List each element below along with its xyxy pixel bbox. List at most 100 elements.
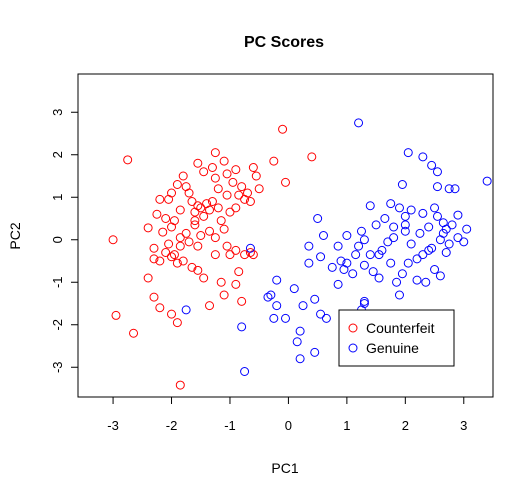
point-counterfeit: [172, 318, 182, 328]
point-genuine: [354, 241, 364, 251]
point-counterfeit: [193, 241, 203, 251]
point-counterfeit: [254, 184, 264, 194]
point-counterfeit: [237, 182, 247, 192]
y-tick-label: 0: [50, 236, 65, 243]
legend-label-genuine: Genuine: [366, 340, 419, 356]
point-genuine: [289, 284, 299, 294]
series-genuine: [181, 118, 492, 376]
point-genuine: [313, 214, 323, 223]
point-genuine: [441, 248, 451, 257]
point-counterfeit: [111, 310, 121, 320]
point-counterfeit: [231, 279, 241, 289]
point-genuine: [482, 176, 492, 186]
point-counterfeit: [219, 224, 229, 234]
point-genuine: [181, 305, 191, 315]
point-genuine: [240, 367, 250, 376]
point-counterfeit: [240, 250, 250, 260]
point-genuine: [394, 203, 404, 213]
point-counterfeit: [155, 303, 165, 313]
point-counterfeit: [222, 190, 232, 200]
legend-box: [338, 309, 455, 367]
point-counterfeit: [307, 152, 317, 162]
point-genuine: [269, 313, 279, 323]
point-genuine: [406, 205, 416, 215]
point-counterfeit: [231, 165, 241, 175]
point-counterfeit: [175, 241, 185, 251]
point-genuine: [444, 239, 454, 249]
point-counterfeit: [210, 233, 220, 243]
point-genuine: [403, 148, 413, 158]
x-tick-label: 0: [285, 418, 292, 433]
point-genuine: [351, 250, 361, 260]
point-counterfeit: [213, 184, 223, 194]
point-genuine: [327, 262, 337, 272]
point-genuine: [412, 275, 422, 285]
point-counterfeit: [155, 194, 165, 204]
point-counterfeit: [222, 241, 232, 251]
point-counterfeit: [237, 296, 247, 306]
point-genuine: [237, 322, 247, 332]
point-genuine: [359, 235, 369, 245]
point-counterfeit: [178, 256, 188, 266]
point-genuine: [386, 258, 396, 268]
point-counterfeit: [129, 328, 139, 338]
point-genuine: [389, 233, 399, 243]
point-counterfeit: [216, 277, 226, 287]
point-genuine: [435, 271, 445, 281]
point-counterfeit: [205, 226, 215, 236]
point-genuine: [415, 228, 425, 238]
x-axis: -3 -2 -1 0 1 2 3: [107, 396, 467, 433]
points-layer: [108, 118, 492, 390]
point-genuine: [392, 277, 402, 287]
x-tick-label: -2: [166, 418, 178, 433]
point-genuine: [266, 290, 276, 300]
point-counterfeit: [234, 190, 244, 200]
point-counterfeit: [149, 254, 159, 264]
point-counterfeit: [228, 177, 238, 187]
point-counterfeit: [207, 197, 217, 206]
point-genuine: [292, 337, 302, 347]
point-genuine: [403, 258, 413, 268]
point-genuine: [295, 354, 305, 364]
point-genuine: [450, 184, 460, 194]
point-genuine: [386, 199, 396, 209]
point-counterfeit: [245, 197, 255, 206]
point-genuine: [453, 233, 463, 243]
point-counterfeit: [210, 173, 220, 183]
y-axis-label: PC2: [7, 222, 23, 249]
point-genuine: [400, 220, 410, 230]
point-genuine: [263, 292, 273, 302]
point-counterfeit: [158, 227, 168, 237]
point-counterfeit: [172, 258, 182, 268]
point-counterfeit: [187, 197, 197, 206]
point-genuine: [444, 184, 454, 194]
point-genuine: [377, 245, 387, 255]
point-genuine: [321, 313, 331, 323]
point-genuine: [356, 226, 366, 236]
point-genuine: [418, 208, 428, 218]
point-genuine: [310, 294, 320, 304]
y-axis: -3 -2 -1 0 1 2 3: [50, 109, 79, 373]
point-genuine: [424, 222, 434, 232]
point-counterfeit: [281, 177, 290, 187]
point-counterfeit: [149, 243, 159, 253]
point-counterfeit: [199, 211, 209, 221]
point-counterfeit: [143, 223, 153, 233]
point-counterfeit: [193, 158, 203, 168]
point-counterfeit: [175, 380, 185, 390]
point-counterfeit: [169, 250, 179, 260]
point-counterfeit: [199, 273, 209, 283]
point-genuine: [374, 273, 384, 283]
point-genuine: [318, 231, 328, 240]
point-genuine: [368, 267, 378, 277]
point-counterfeit: [219, 156, 229, 166]
point-genuine: [365, 201, 375, 211]
point-genuine: [406, 239, 416, 249]
point-counterfeit: [231, 245, 241, 255]
point-genuine: [394, 290, 404, 300]
point-genuine: [336, 256, 346, 266]
point-counterfeit: [199, 167, 209, 177]
point-counterfeit: [164, 239, 174, 249]
point-counterfeit: [196, 231, 206, 240]
y-tick-label: 1: [50, 194, 65, 201]
